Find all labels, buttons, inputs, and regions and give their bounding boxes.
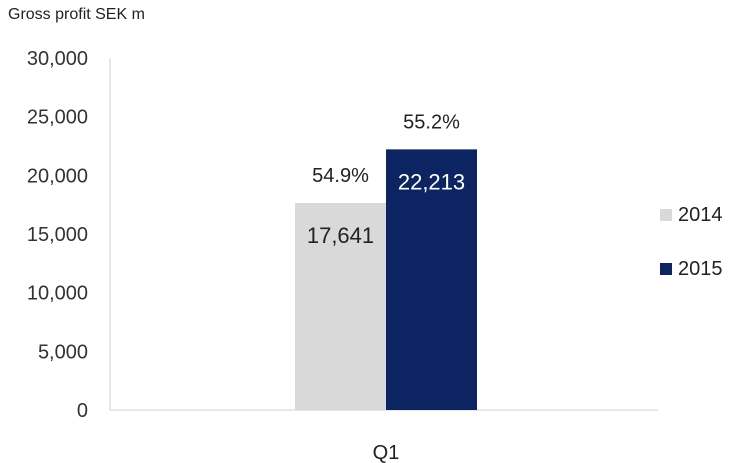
legend-item-2015: 2015	[660, 242, 723, 296]
bar-2014-Q1	[295, 203, 386, 410]
chart-title: Gross profit SEK m	[8, 6, 145, 23]
y-tick-label: 25,000	[27, 107, 88, 129]
bar-value-label: 22,213	[398, 169, 465, 194]
bar-margin-label: 54.9%	[312, 165, 369, 187]
bar-margin-label: 55.2%	[403, 111, 460, 133]
legend-item-2014: 2014	[660, 188, 723, 242]
bar-value-label: 17,641	[307, 223, 374, 248]
y-tick-label: 5,000	[38, 341, 88, 363]
y-tick-labels: 0 5,000 10,000 15,000 20,000 25,000 30,000	[27, 48, 88, 422]
x-category-label: Q1	[373, 442, 400, 463]
bars: 17,641 54.9% 22,213 55.2%	[295, 111, 477, 410]
legend-label-2014: 2014	[678, 203, 723, 226]
legend-label-2015: 2015	[678, 257, 723, 280]
y-tick-label: 30,000	[27, 48, 88, 70]
legend-swatch-2015	[660, 263, 672, 275]
y-tick-label: 10,000	[27, 283, 88, 305]
x-category-labels: Q1	[373, 442, 400, 463]
y-tick-label: 15,000	[27, 224, 88, 246]
legend: 2014 2015	[660, 188, 723, 296]
bar-2015-Q1	[386, 149, 477, 410]
legend-swatch-2014	[660, 209, 672, 221]
y-tick-label: 0	[77, 400, 88, 422]
y-tick-label: 20,000	[27, 165, 88, 187]
